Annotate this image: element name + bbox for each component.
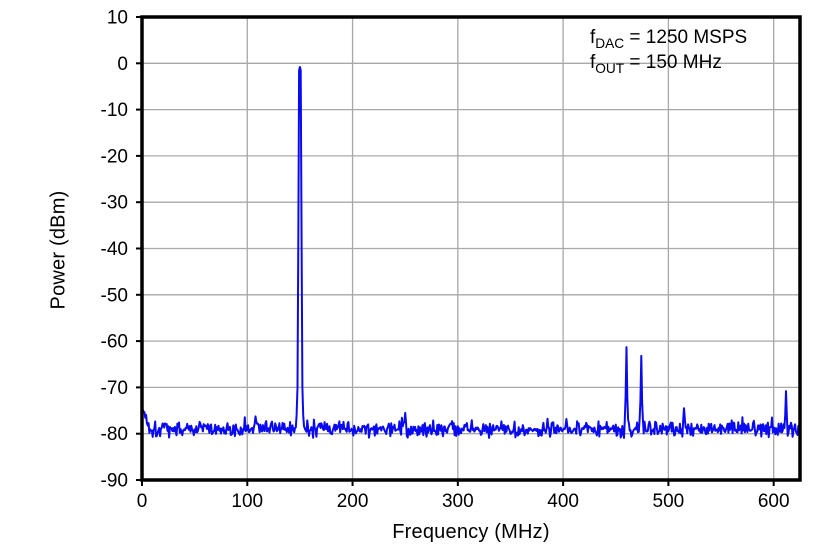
x-tick-label: 200 [337, 491, 369, 512]
annotation-line-fdac: fDAC = 1250 MSPS [590, 25, 747, 50]
annotation-line-fout: fOUT = 150 MHz [590, 50, 747, 75]
y-tick-label: -20 [101, 146, 128, 167]
x-tick-label: 100 [231, 491, 263, 512]
annotation-fdac-value: = 1250 MSPS [624, 27, 748, 48]
y-tick-label: -80 [101, 424, 128, 445]
annotation-fdac-base: f [590, 27, 596, 48]
x-tick-label: 500 [653, 491, 685, 512]
annotation-box: fDAC = 1250 MSPS fOUT = 150 MHz [590, 25, 747, 75]
x-tick-label: 300 [442, 491, 474, 512]
y-tick-label: 0 [117, 54, 128, 75]
y-tick-label: 10 [107, 8, 128, 29]
y-tick-label: -30 [101, 193, 128, 214]
y-tick-label: -60 [101, 332, 128, 353]
annotation-fdac-sub: DAC [595, 35, 625, 51]
x-axis-label: Frequency (MHz) [392, 521, 550, 543]
y-tick-label: -10 [101, 100, 128, 121]
annotation-fout-base: f [590, 52, 596, 73]
y-tick-label: -50 [101, 285, 128, 306]
y-axis-label: Power (dBm) [47, 190, 70, 310]
x-tick-label: 0 [137, 491, 148, 512]
y-tick-label: -70 [101, 378, 128, 399]
y-tick-label: -40 [101, 239, 128, 260]
spectrum-trace [141, 66, 801, 439]
y-tick-label: -90 [101, 471, 128, 492]
annotation-fout-sub: OUT [595, 60, 625, 76]
x-tick-label: 600 [758, 491, 790, 512]
annotation-fout-value: = 150 MHz [624, 52, 722, 73]
x-tick-label: 400 [547, 491, 579, 512]
